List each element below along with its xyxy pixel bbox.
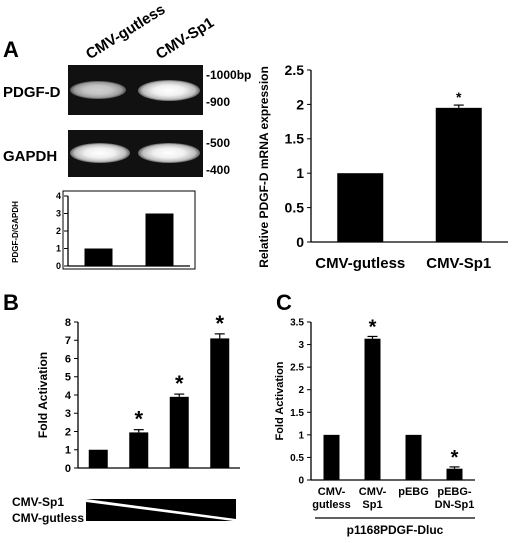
c-ytick-label: 0.5 [290,453,304,464]
gel2-band-2 [138,143,200,163]
a-inset-ytick-label: 0 [56,261,61,271]
c-bar [323,434,340,480]
b-ytick-label: 8 [65,317,71,329]
a-inset-ytick-label: 2 [56,226,61,236]
panel-b-letter: B [3,290,19,315]
b-ramp [86,499,236,521]
b-ytick-label: 2 [65,426,71,438]
gel1-band-1 [70,81,126,99]
c-y-label: Fold Activation [274,361,286,440]
a-right-significance-star: * [456,89,462,105]
a-right-ytick-label: 0 [296,234,304,250]
c-ytick-label: 1.5 [290,408,304,419]
c-ytick-label: 0 [298,476,304,487]
c-category-label: gutless [312,499,351,511]
c-category-label: CMV- [318,486,346,498]
c-bar [405,434,422,480]
b-ytick-label: 4 [65,390,72,402]
b-significance-star: * [134,407,143,432]
a-right-ytick-label: 1 [296,165,304,181]
lane-label-sp1: CMV-Sp1 [152,14,218,63]
inset-frame [62,190,196,270]
b-significance-star: * [175,371,184,396]
b-significance-star: * [215,311,224,336]
a-inset-ytick-label: 3 [56,209,61,219]
c-category-label: pEBG [398,486,429,498]
gel2-band-1 [70,143,130,163]
chart-a-inset: 0 1 2 3 4 PDGF-D/GAPDH [11,190,196,271]
c-category-label: DN-Sp1 [435,499,475,511]
b-ytick-label: 0 [65,463,71,475]
a-right-bar [337,173,384,242]
a-right-ytick-label: 2 [296,96,304,112]
c-ytick-label: 1 [298,430,304,441]
c-significance-star: * [369,316,377,338]
c-category-label: CMV- [359,486,387,498]
a-inset-ytick-label: 1 [56,244,61,254]
a-inset-bar [145,213,174,266]
a-right-y-label: Relative PDGF-D mRNA expression [257,66,271,268]
c-group-label: p1168PDGF-Dluc [347,523,444,537]
b-bar [169,396,189,468]
c-category-label: pEBG- [437,486,472,498]
inset-y-label: PDGF-D/GAPDH [11,201,20,263]
a-right-bar [435,107,482,242]
a-right-category-label: CMV-gutless [315,255,405,272]
gel2-marker-top: -500 [206,136,231,150]
c-bar [446,468,463,480]
b-ytick-label: 5 [65,372,71,384]
b-ytick-label: 6 [65,353,71,365]
b-ytick-label: 3 [65,408,71,420]
b-bar [210,338,230,468]
gel2-marker-bottom: -400 [206,163,231,177]
a-right-category-label: CMV-Sp1 [426,255,491,272]
a-right-ytick-label: 2.5 [285,62,305,78]
chart-b: 0 1 2 3 4 5 6 7 8 * * * Fold Activation [36,311,240,475]
c-ytick-label: 2.5 [290,363,304,374]
b-ytick-label: 1 [65,445,71,457]
gel1-band-2 [138,80,200,101]
a-inset-bar [84,248,113,266]
c-bar [364,338,381,480]
gel1-image [68,65,203,115]
c-ytick-label: 3 [298,340,304,351]
b-y-label: Fold Activation [36,352,50,438]
gel2-label: GAPDH [3,148,58,165]
gel1-marker-top: -1000bp [206,68,252,82]
gel1-marker-bottom: -900 [206,95,231,109]
chart-a-right: 0 0.5 1 1.5 2 2.5 * CMV-gutless CMV-Sp1 Relati… [257,62,508,272]
b-ramp-gutless-wedge [86,502,233,521]
c-category-label: Sp1 [362,499,382,511]
c-significance-star: * [451,447,459,469]
c-ytick-label: 2 [298,385,304,396]
b-ytick-label: 7 [65,335,71,347]
b-bar [129,432,149,468]
panel-a-letter: A [3,37,19,62]
b-ramp-label-sp1: CMV-Sp1 [12,495,65,509]
a-right-ytick-label: 1.5 [285,131,305,147]
b-ramp-sp1-wedge [86,499,236,519]
a-inset-ytick-label: 4 [56,191,61,201]
b-bar [88,449,108,468]
panel-c-letter: C [276,290,292,315]
chart-c: 00.511.522.533.5 ** CMV-gutlessCMV-Sp1pE… [274,316,475,537]
b-ramp-label-gutless: CMV-gutless [12,511,85,525]
gel1-label: PDGF-D [3,84,61,101]
c-ytick-label: 3.5 [290,318,304,329]
a-right-ytick-label: 0.5 [285,200,305,216]
gel2-image [68,130,203,177]
